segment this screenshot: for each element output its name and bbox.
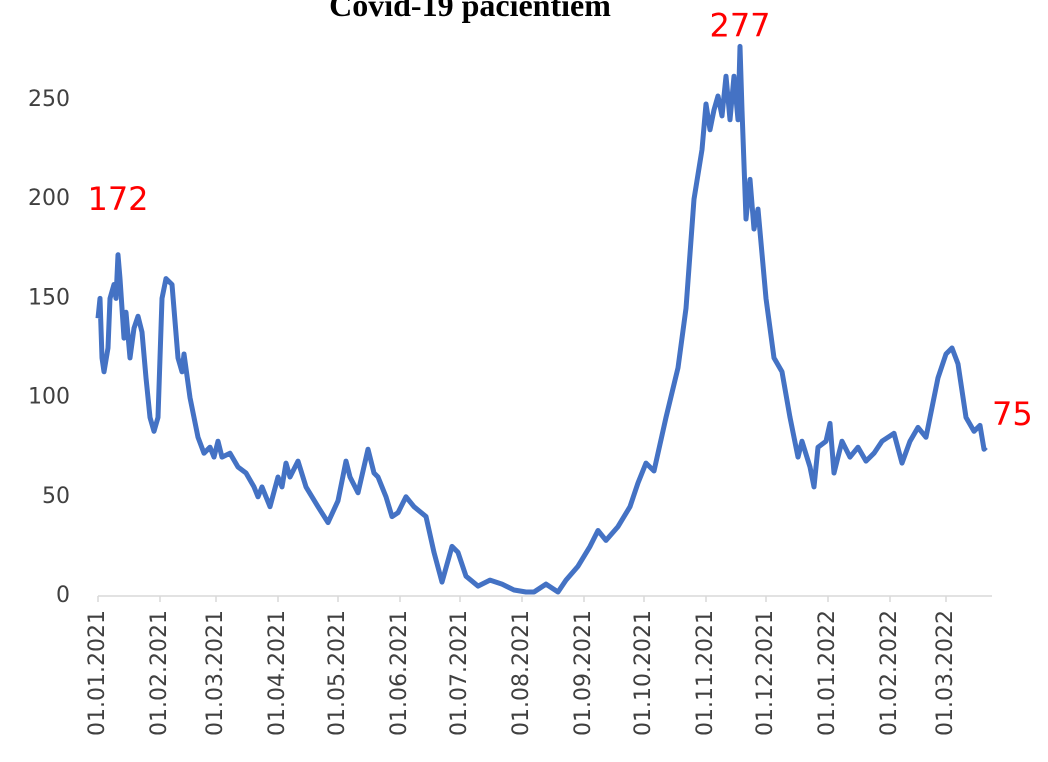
x-tick-label: 01.12.2021 xyxy=(753,610,778,736)
x-tick-label: 01.05.2021 xyxy=(325,610,350,736)
y-tick-label: 0 xyxy=(56,583,70,608)
x-tick-label: 01.02.2022 xyxy=(877,610,902,736)
x-tick-label: 01.11.2021 xyxy=(693,610,718,736)
x-tick-label: 01.01.2022 xyxy=(815,610,840,736)
chart-title: Covid-19 pacientiem xyxy=(329,0,611,23)
data-label: 172 xyxy=(87,180,148,218)
y-tick-label: 100 xyxy=(28,385,70,410)
data-label: 277 xyxy=(709,6,770,44)
x-tick-label: 01.06.2021 xyxy=(387,610,412,736)
data-line xyxy=(95,43,988,595)
x-tick-label: 01.03.2022 xyxy=(933,610,958,736)
y-tick-label: 250 xyxy=(28,87,70,112)
x-tick-label: 01.07.2021 xyxy=(447,610,472,736)
x-tick-label: 01.08.2021 xyxy=(509,610,534,736)
y-tick-label: 150 xyxy=(28,285,70,310)
data-label: 75 xyxy=(992,395,1033,433)
y-tick-label: 200 xyxy=(28,186,70,211)
y-tick-label: 50 xyxy=(42,484,70,509)
x-tick-label: 01.10.2021 xyxy=(631,610,656,736)
x-tick-label: 01.03.2021 xyxy=(203,610,228,736)
x-tick-label: 01.01.2021 xyxy=(85,610,110,736)
x-tick-label: 01.09.2021 xyxy=(571,610,596,736)
x-tick-label: 01.02.2021 xyxy=(147,610,172,736)
x-tick-label: 01.04.2021 xyxy=(265,610,290,736)
